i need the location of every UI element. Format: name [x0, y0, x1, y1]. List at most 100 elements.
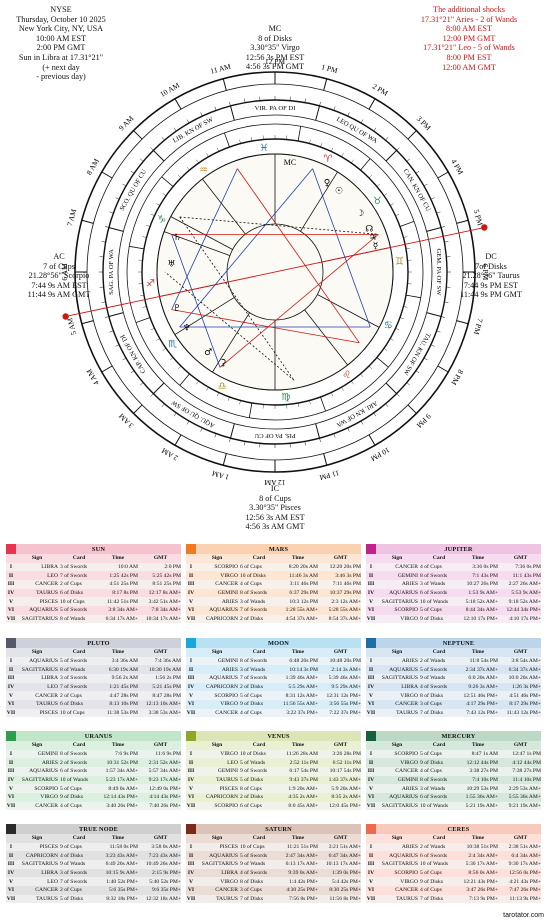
table-cell: 12:20 20s PM	[329, 563, 361, 570]
table-cell: III	[367, 675, 375, 682]
degree-tick	[297, 137, 299, 142]
table-cell: SCORPIO	[34, 785, 58, 792]
table-cell: 5:21 45s PM	[152, 683, 181, 690]
column-headers: Sign Card Time GMT	[6, 648, 181, 657]
table-cell: V	[8, 878, 14, 885]
table-title: PLUTO	[87, 639, 110, 647]
table-cell: CANCER	[215, 887, 238, 894]
degree-tick	[405, 248, 410, 250]
degree-tick	[196, 380, 199, 385]
hour-label: 6 AM	[60, 263, 69, 281]
table-header: VENUS	[186, 731, 361, 741]
table-cell: I	[9, 843, 13, 850]
hour-tick	[174, 434, 182, 446]
table-cell: 12:51 46s PM+	[463, 692, 498, 699]
table-cell: 2 of Disks	[240, 615, 263, 622]
table-cell: 10:14 3s PM	[289, 666, 318, 673]
table-cell: 2:14 3s AM+	[331, 666, 361, 673]
table-cell: 3:4 36s AM	[111, 657, 138, 664]
table-cell: SAGITTARIUS	[21, 776, 58, 783]
table-row: I ARIES 2 of Wands 10:38 51s PM 2:38 51s AM+	[366, 842, 541, 852]
table-cell: IV	[7, 589, 15, 596]
table-cell: SAGITTARIUS	[381, 598, 418, 605]
hour-tick	[323, 78, 328, 91]
house-cusp	[317, 294, 380, 328]
minute-tick	[115, 197, 120, 200]
minute-tick	[430, 344, 435, 347]
table-cell: LIBRA	[221, 869, 238, 876]
table-row: V ARIES 3 of Wands 10:3 12s PM 2:3 12s AM+	[186, 597, 361, 606]
card-label: SAG. PA OF WA	[108, 249, 115, 295]
zodiac-glyph: ♊	[395, 257, 404, 268]
color-swatch	[186, 824, 196, 834]
table-cell: PISCES	[39, 598, 58, 605]
table-cell: 7:1 43s PM	[472, 572, 498, 579]
table-cell: PISCES	[219, 843, 238, 850]
hour-tick	[133, 404, 143, 414]
degree-tick	[239, 400, 241, 405]
table-cell: 6 of Cups	[240, 563, 262, 570]
table-cell: AQUARIUS	[29, 768, 58, 775]
degree-tick	[150, 213, 155, 216]
table-cell: AQUARIUS	[389, 666, 418, 673]
table-cell: V	[188, 878, 194, 885]
table-cell: 4:47 28s PM	[109, 692, 138, 699]
table-cell: 12:44 34s PM+	[506, 607, 541, 614]
table-row: I PISCES 10 of Cups 11:21 51s PM 3:21 51s AM…	[186, 842, 361, 852]
table-title: SATURN	[265, 825, 292, 833]
minute-tick	[373, 412, 377, 417]
table-cell: 1:56 2s PM	[155, 675, 181, 682]
minute-tick	[173, 412, 177, 417]
table-cell: 7:23 43s AM+	[148, 852, 181, 859]
table-cell: 5:57 34s AM+	[148, 768, 181, 775]
table-cell: 1:40 52s PM+	[106, 878, 138, 885]
column-header: Card	[72, 649, 86, 656]
table-row: V LEO 7 of Swords 1:40 52s PM+ 5:40 52s PM+	[6, 877, 181, 886]
table-cell: 5:21 19s AM+	[465, 802, 498, 809]
degree-tick	[169, 183, 174, 187]
table-cell: 5:5 29s AM+	[288, 683, 318, 690]
table-cell: IV	[187, 589, 195, 596]
table-cell: 3 of Wands	[420, 581, 446, 588]
column-header: GMT	[333, 555, 348, 562]
degree-tick	[320, 143, 323, 148]
column-headers: Sign Card Time GMT	[6, 554, 181, 563]
table-cell: 12:14 43s PM+	[103, 794, 138, 801]
table-cell: ARIES	[221, 598, 238, 605]
card-divider	[426, 227, 442, 232]
degree-tick	[140, 248, 145, 250]
table-cell: SAGITTARIUS	[381, 861, 418, 868]
table-cell: III	[7, 581, 15, 588]
table-row: VI VIRGO 9 of Disks 12:14 43s PM+ 4:14 43s P…	[6, 792, 181, 802]
table-cell: 4:10 17s PM+	[509, 615, 541, 622]
table-cell: 10 of Wands	[60, 776, 89, 783]
hour-label: 10 AM	[158, 80, 181, 98]
planet-glyph: ♄	[173, 233, 181, 243]
hour-tick	[323, 453, 328, 466]
table-cell: 3 of Wands	[240, 666, 266, 673]
table-cell: IV	[7, 683, 15, 690]
column-header: Time	[471, 742, 485, 749]
degree-tick	[399, 317, 404, 320]
column-header: Time	[291, 835, 305, 842]
table-cell: 3:11 46s PM	[289, 581, 318, 588]
hour-label: 10 PM	[369, 445, 391, 463]
degree-tick	[216, 392, 219, 397]
minute-tick	[186, 119, 190, 124]
table-row: I CANCER 4 of Cups 3:36 0s PM 7:36 0s PM	[366, 562, 541, 572]
table-cell: 3 of Swords	[60, 675, 88, 682]
table-row: I VIRGO 10 of Disks 11:26 28s AM 3:26 28s PM	[186, 749, 361, 759]
dc-marker	[481, 224, 488, 231]
table-cell: 2:38 51s AM+	[508, 843, 541, 850]
table-header: PLUTO	[6, 638, 181, 648]
table-row: VI AQUARIUS 7 of Swords 1:28 55s AM+ 5:28 55…	[186, 605, 361, 615]
mc-line: 8 of Disks	[258, 33, 292, 43]
table-cell: TAURUS	[396, 895, 418, 902]
column-header: Sign	[391, 649, 403, 656]
table-cell: 8:31 12s AM+	[285, 692, 318, 699]
table-cell: 11:58 0s PM	[109, 843, 138, 850]
ac-marker	[62, 313, 69, 320]
card-divider	[385, 382, 397, 394]
table-cell: 3:56 55s PM+	[329, 701, 361, 708]
table-cell: VIRGO	[400, 878, 418, 885]
